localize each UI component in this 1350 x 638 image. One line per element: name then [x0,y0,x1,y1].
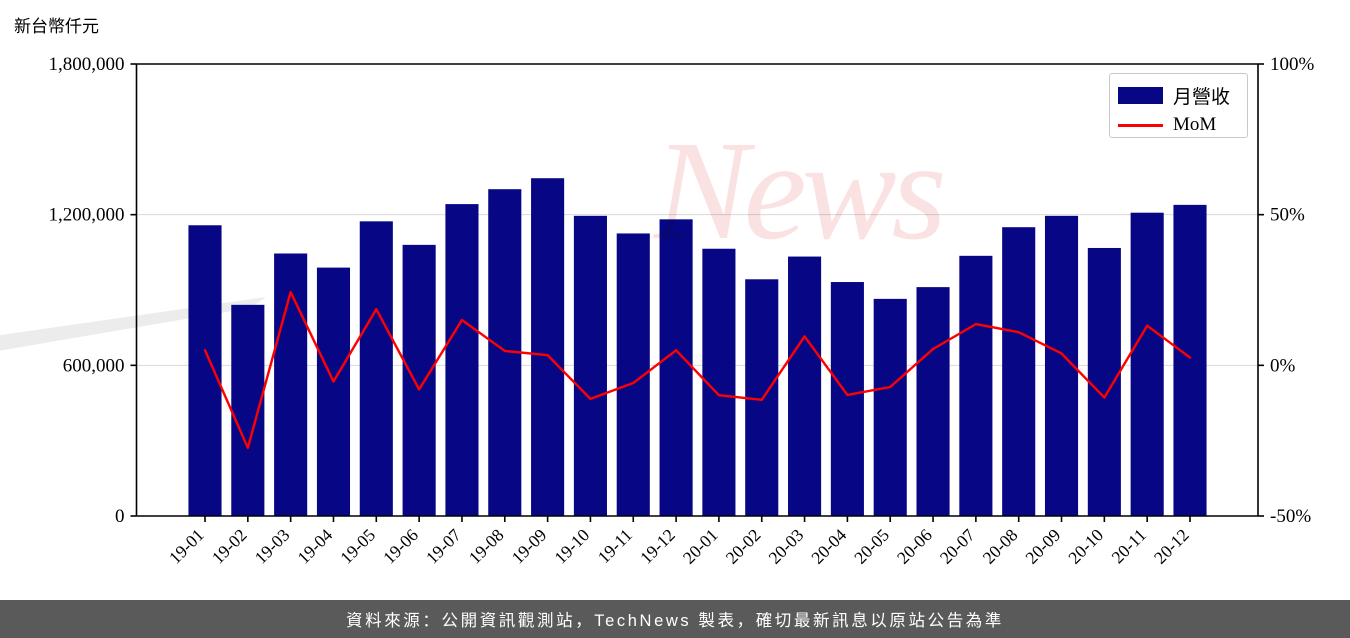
svg-text:19-04: 19-04 [293,525,336,568]
svg-text:19-02: 19-02 [208,525,251,568]
svg-text:20-03: 20-03 [764,525,807,568]
svg-text:19-01: 19-01 [165,525,208,568]
svg-text:20-11: 20-11 [1107,525,1150,568]
svg-text:20-12: 20-12 [1150,525,1193,568]
svg-text:19-09: 19-09 [507,525,550,568]
svg-text:20-04: 20-04 [807,525,850,568]
svg-text:100%: 100% [1270,54,1315,75]
svg-text:-50%: -50% [1270,506,1311,527]
svg-text:20-05: 20-05 [850,525,893,568]
svg-text:1,200,000: 1,200,000 [49,205,125,226]
svg-text:20-09: 20-09 [1021,525,1064,568]
svg-text:20-02: 20-02 [722,525,765,568]
svg-text:19-11: 19-11 [594,525,637,568]
svg-text:0: 0 [115,506,125,527]
svg-text:19-08: 19-08 [465,525,508,568]
svg-text:600,000: 600,000 [63,355,125,376]
svg-text:20-10: 20-10 [1064,525,1107,568]
svg-text:19-06: 19-06 [379,525,422,568]
svg-text:19-12: 19-12 [636,525,679,568]
svg-text:20-01: 20-01 [679,525,722,568]
svg-text:19-07: 19-07 [422,525,465,568]
svg-text:19-03: 19-03 [250,525,293,568]
svg-text:19-05: 19-05 [336,525,379,568]
svg-text:19-10: 19-10 [550,525,593,568]
svg-text:20-08: 20-08 [979,525,1022,568]
svg-text:20-07: 20-07 [936,525,979,568]
svg-text:1,800,000: 1,800,000 [49,54,125,75]
svg-text:0%: 0% [1270,355,1296,376]
svg-text:50%: 50% [1270,205,1305,226]
svg-text:20-06: 20-06 [893,525,936,568]
